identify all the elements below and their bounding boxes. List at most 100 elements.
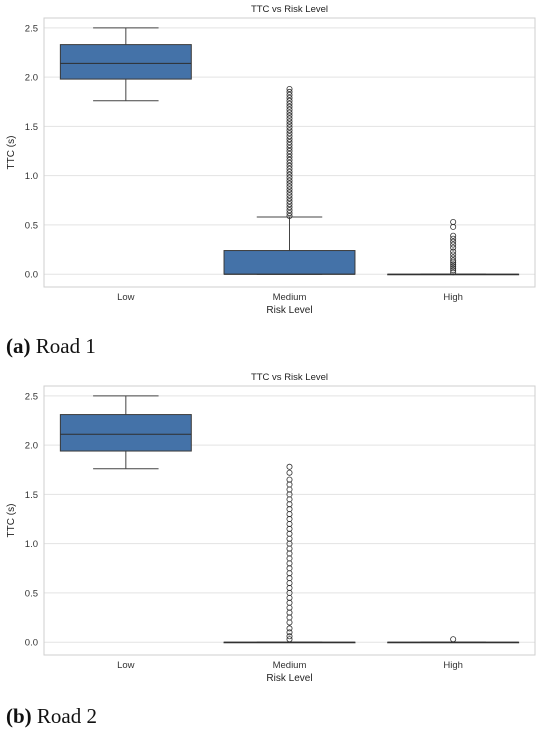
- plot-area-border: [43, 17, 536, 288]
- outlier-point: [286, 192, 293, 199]
- outlier-point: [286, 210, 293, 217]
- y-tick-label: 0.5: [25, 588, 38, 599]
- outlier-point: [450, 636, 457, 643]
- outlier-point: [286, 213, 293, 220]
- outlier-point: [286, 594, 293, 601]
- outlier-point: [450, 254, 457, 261]
- outlier-point: [286, 94, 293, 101]
- x-axis-label: Risk Level: [266, 673, 312, 684]
- outlier-point: [286, 520, 293, 527]
- outlier-point: [286, 121, 293, 128]
- outlier-point: [286, 481, 293, 488]
- iqr-box: [59, 414, 192, 452]
- outlier-point: [286, 198, 293, 205]
- outlier-point: [286, 570, 293, 577]
- outlier-point: [286, 584, 293, 591]
- outlier-point: [286, 629, 293, 636]
- y-tick-label: 1.5: [25, 490, 38, 501]
- caption-letter: (a): [6, 334, 31, 358]
- x-tick-label: High: [443, 660, 463, 671]
- outlier-point: [286, 97, 293, 104]
- box-plot-road-1: 0.0 0.5 1.0 1.5 2.0 2.5 TTC vs Risk Level Risk …: [6, 4, 536, 316]
- outlier-point: [450, 244, 457, 251]
- outlier-point: [286, 127, 293, 134]
- outlier-point: [286, 153, 293, 160]
- outlier-point: [286, 560, 293, 567]
- box-low: [59, 395, 192, 470]
- chart-panel-road-1: 0.0 0.5 1.0 1.5 2.0 2.5 TTC vs Risk Level Risk …: [0, 0, 550, 330]
- outlier-point: [286, 177, 293, 184]
- outlier-point: [286, 171, 293, 178]
- outlier-point: [286, 580, 293, 587]
- outlier-point: [286, 168, 293, 175]
- y-tick-label: 1.0: [25, 171, 38, 182]
- outlier-point: [450, 267, 457, 274]
- y-tick-label: 2.5: [25, 391, 38, 402]
- outlier-point: [286, 186, 293, 193]
- y-tick-label: 1.0: [25, 539, 38, 550]
- outlier-point: [286, 109, 293, 116]
- outlier-point: [286, 604, 293, 611]
- outlier-point: [286, 550, 293, 557]
- outlier-point: [286, 530, 293, 537]
- outlier-point: [286, 201, 293, 208]
- outlier-point: [286, 145, 293, 152]
- chart-panel-road-2: 0.0 0.5 1.0 1.5 2.0 2.5 TTC vs Risk Level Risk …: [0, 368, 550, 698]
- outlier-point: [286, 162, 293, 169]
- outlier-point: [286, 565, 293, 572]
- chart-title: TTC vs Risk Level: [251, 372, 328, 383]
- outlier-point: [450, 265, 457, 272]
- outlier-point: [450, 269, 457, 276]
- x-tick-label: Medium: [273, 292, 307, 303]
- outlier-point: [286, 525, 293, 532]
- outlier-point: [286, 148, 293, 155]
- outlier-point: [450, 235, 457, 242]
- box-high: [387, 218, 520, 276]
- outlier-point: [286, 609, 293, 616]
- outlier-point: [286, 599, 293, 606]
- outlier-point: [286, 463, 293, 470]
- outlier-point: [286, 476, 293, 483]
- figure-caption-a: (a) Road 1: [6, 334, 96, 359]
- iqr-box: [223, 250, 356, 275]
- outlier-point: [450, 248, 457, 255]
- outlier-point: [286, 207, 293, 214]
- outlier-point: [286, 506, 293, 513]
- box-low: [59, 27, 192, 102]
- outlier-point: [286, 535, 293, 542]
- outlier-point: [286, 555, 293, 562]
- y-axis-label: TTC (s): [6, 136, 17, 170]
- outlier-point: [286, 130, 293, 137]
- outlier-point: [286, 115, 293, 122]
- outlier-point: [450, 261, 457, 268]
- outlier-point: [286, 88, 293, 95]
- outlier-point: [450, 238, 457, 245]
- y-tick-label: 1.5: [25, 122, 38, 133]
- outlier-point: [286, 545, 293, 552]
- figure-caption-b: (b) Road 2: [6, 704, 97, 729]
- outlier-point: [286, 136, 293, 143]
- x-axis-label: Risk Level: [266, 305, 312, 316]
- outlier-point: [286, 516, 293, 523]
- y-tick-label: 0.5: [25, 220, 38, 231]
- outlier-point: [286, 619, 293, 626]
- outlier-point: [286, 180, 293, 187]
- iqr-box: [59, 44, 192, 80]
- outlier-point: [286, 183, 293, 190]
- outlier-point: [450, 251, 457, 258]
- outlier-point: [286, 150, 293, 157]
- box-medium: [223, 85, 356, 275]
- y-tick-label: 2.0: [25, 441, 38, 452]
- outlier-point: [450, 241, 457, 248]
- outlier-point: [286, 165, 293, 172]
- outlier-point: [286, 614, 293, 621]
- outlier-point: [286, 511, 293, 518]
- box-high: [387, 636, 520, 644]
- y-tick-label: 0.0: [25, 270, 38, 281]
- outlier-point: [286, 139, 293, 146]
- box-plot-road-2: 0.0 0.5 1.0 1.5 2.0 2.5 TTC vs Risk Level Risk …: [6, 372, 536, 684]
- outlier-point: [286, 636, 293, 643]
- outlier-point: [286, 575, 293, 582]
- outlier-point: [450, 257, 457, 264]
- outlier-point: [286, 118, 293, 125]
